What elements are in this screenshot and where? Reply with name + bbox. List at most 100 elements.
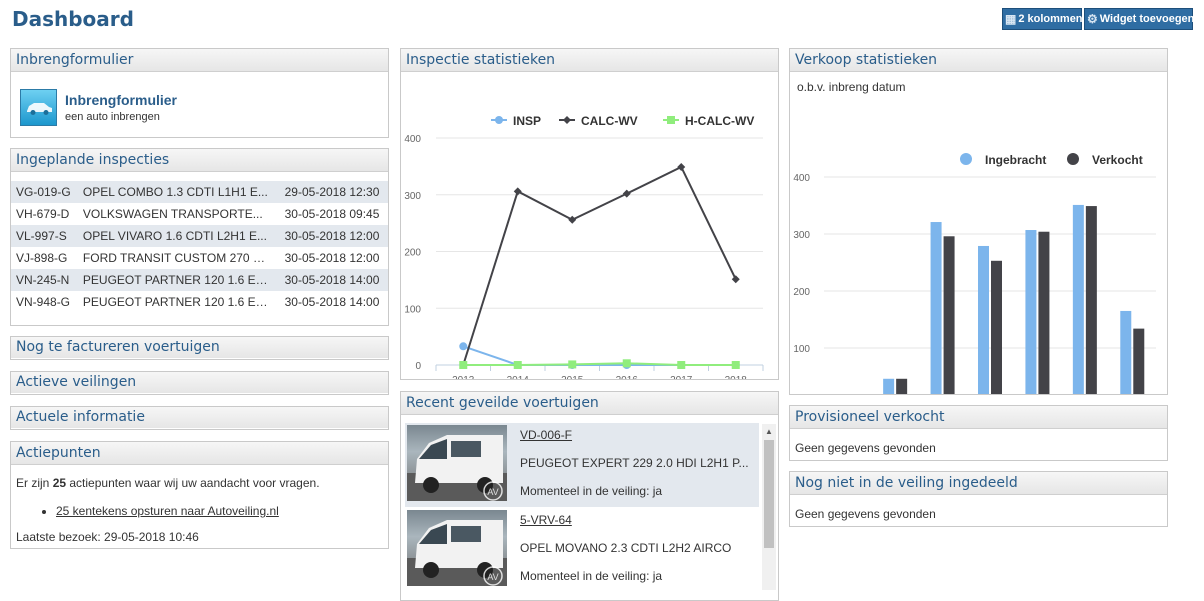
- bar[interactable]: [1133, 328, 1145, 394]
- inspection-plate: VN-245-N: [11, 269, 78, 291]
- data-point[interactable]: [459, 342, 468, 351]
- info-widget-title[interactable]: Actuele informatie: [11, 407, 388, 428]
- intake-link-subtitle: een auto inbrengen: [65, 111, 160, 123]
- scroll-thumb[interactable]: [764, 440, 774, 548]
- bar[interactable]: [1038, 231, 1050, 394]
- table-row[interactable]: VJ-898-G FORD TRANSIT CUSTOM 270 2... 30-0…: [11, 247, 388, 269]
- vehicle-status: Momenteel in de veiling: ja: [520, 569, 663, 583]
- inspection-date: 30-05-2018 12:00: [279, 225, 388, 247]
- y-tick-label: 400: [793, 173, 810, 184]
- auctions-widget[interactable]: Actieve veilingen: [10, 371, 389, 395]
- data-point[interactable]: [731, 275, 740, 284]
- sales-stats-subtitle: o.b.v. inbreng datum: [797, 80, 906, 94]
- inspection-plate: VG-019-G: [11, 181, 78, 203]
- provisional-empty: Geen gegevens gevonden: [795, 441, 936, 455]
- planned-inspections-title: Ingeplande inspecties: [11, 149, 388, 172]
- y-tick-label: 300: [404, 191, 421, 202]
- inspection-plate: VJ-898-G: [16, 251, 68, 265]
- columns-icon: ▦: [1005, 12, 1017, 26]
- provisional-title: Provisioneel verkocht: [790, 406, 1167, 429]
- vehicle-status: Momenteel in de veiling: ja: [520, 484, 663, 498]
- actions-summary: Er zijn 25 actiepunten waar wij uw aanda…: [11, 465, 388, 490]
- intake-widget-title: Inbrengformulier: [11, 49, 388, 72]
- inspection-model-text: OPEL VIVARO 1.6 CDTI L2H1 E...: [82, 229, 267, 243]
- vehicle-photo[interactable]: AV: [407, 510, 507, 586]
- bar[interactable]: [943, 236, 955, 394]
- y-tick-label: 200: [793, 287, 810, 298]
- legend-marker: [960, 153, 972, 165]
- actions-list: 25 kentekens opsturen naar Autoveiling.n…: [11, 504, 388, 518]
- legend-label[interactable]: INSP: [513, 114, 541, 128]
- data-point[interactable]: [568, 215, 577, 224]
- vehicle-plate-link[interactable]: 5-VRV-64: [520, 513, 572, 527]
- scrollbar[interactable]: ▲: [762, 424, 776, 590]
- add-widget-label: Widget toevoegen: [1099, 13, 1195, 25]
- info-widget[interactable]: Actuele informatie: [10, 406, 389, 430]
- bar[interactable]: [1072, 204, 1084, 394]
- not-in-auction-title: Nog niet in de veiling ingedeeld: [790, 472, 1167, 495]
- y-tick-label: 300: [793, 230, 810, 241]
- inspection-stats-widget: Inspectie statistieken 0 100 200 300 400 2013…: [400, 48, 779, 380]
- data-point[interactable]: [513, 187, 522, 196]
- two-columns-label: 2 kolommen: [1018, 13, 1083, 25]
- inspection-model-text: PEUGEOT PARTNER 120 1.6 E-...: [82, 295, 268, 309]
- x-tick-label: 2015: [561, 375, 584, 379]
- x-tick-label: 2016: [616, 375, 639, 379]
- bar[interactable]: [1085, 206, 1097, 394]
- list-item[interactable]: AV 5-VRV-64 OPEL MOVANO 2.3 CDTI L2H2 AIRC…: [405, 508, 759, 592]
- invoice-widget[interactable]: Nog te factureren voertuigen: [10, 336, 389, 360]
- bar[interactable]: [896, 378, 908, 394]
- scroll-up-icon[interactable]: ▲: [765, 426, 773, 436]
- data-point[interactable]: [731, 361, 740, 369]
- inspection-stats-title: Inspectie statistieken: [401, 49, 778, 72]
- legend-marker: [495, 116, 503, 124]
- bar[interactable]: [978, 245, 989, 394]
- table-row[interactable]: VN-245-N PEUGEOT PARTNER 120 1.6 E-... 30-…: [11, 269, 388, 291]
- data-point[interactable]: [677, 361, 686, 369]
- legend-label[interactable]: Verkocht: [1092, 153, 1143, 167]
- bar[interactable]: [1120, 310, 1132, 394]
- legend-marker: [667, 116, 675, 124]
- inspection-model-text: PEUGEOT PARTNER 120 1.6 E-...: [82, 273, 268, 287]
- data-point[interactable]: [568, 360, 577, 369]
- data-point[interactable]: [513, 361, 522, 369]
- y-tick-label: 100: [793, 344, 810, 355]
- two-columns-button[interactable]: ▦ 2 kolommen: [1002, 8, 1083, 30]
- vehicle-plate-link[interactable]: VD-006-F: [520, 428, 573, 442]
- inspection-model: OPEL COMBO 1.3 CDTI L1H1 E...: [77, 181, 280, 203]
- data-point[interactable]: [622, 189, 631, 198]
- intake-link-title: Inbrengformulier: [65, 92, 178, 108]
- vehicle-photo[interactable]: AV: [407, 425, 507, 501]
- table-row[interactable]: VN-948-G PEUGEOT PARTNER 120 1.6 E-... 30-…: [11, 291, 388, 313]
- sales-bar-chart: 0100200300400201220132014201520162017201…: [793, 153, 1156, 394]
- planned-inspections-table: VG-019-G OPEL COMBO 1.3 CDTI L1H1 E... 29-…: [11, 181, 388, 313]
- invoice-widget-title[interactable]: Nog te factureren voertuigen: [11, 337, 388, 358]
- legend-label[interactable]: CALC-WV: [581, 114, 638, 128]
- svg-text:AV: AV: [487, 572, 498, 582]
- data-point[interactable]: [459, 361, 468, 369]
- legend-label[interactable]: Ingebracht: [985, 153, 1046, 167]
- vehicle-name: OPEL MOVANO 2.3 CDTI L2H2 AIRCO: [520, 541, 732, 555]
- inspection-date: 30-05-2018 12:00: [284, 251, 380, 265]
- sales-stats-widget: Verkoop statistieken o.b.v. inbreng datu…: [789, 48, 1168, 395]
- table-row[interactable]: VH-679-D VOLKSWAGEN TRANSPORTE... 30-05-20…: [11, 203, 388, 225]
- bar[interactable]: [930, 222, 942, 394]
- inspection-plate: VN-948-G: [16, 295, 71, 309]
- data-point[interactable]: [677, 162, 686, 171]
- bar[interactable]: [991, 260, 1002, 394]
- bar[interactable]: [883, 378, 895, 394]
- legend-label[interactable]: H-CALC-WV: [685, 114, 754, 128]
- page-title: Dashboard: [12, 7, 134, 31]
- table-row[interactable]: VG-019-G OPEL COMBO 1.3 CDTI L1H1 E... 29-…: [11, 181, 388, 203]
- auctions-widget-title[interactable]: Actieve veilingen: [11, 372, 388, 393]
- intake-form-link[interactable]: Inbrengformulier een auto inbrengen: [20, 89, 388, 126]
- actions-link[interactable]: 25 kentekens opsturen naar Autoveiling.n…: [56, 504, 279, 518]
- list-item[interactable]: AV VD-006-F PEUGEOT EXPERT 229 2.0 HDI L2H…: [405, 423, 759, 507]
- bar[interactable]: [1025, 230, 1037, 394]
- table-row[interactable]: VL-997-S OPEL VIVARO 1.6 CDTI L2H1 E... 30…: [11, 225, 388, 247]
- add-widget-button[interactable]: ⚙ Widget toevoegen: [1084, 8, 1195, 30]
- inspection-model: VOLKSWAGEN TRANSPORTE...: [78, 203, 280, 225]
- inspection-model: FORD TRANSIT CUSTOM 270 2...: [78, 247, 280, 269]
- intake-widget: Inbrengformulier Inbrengformulier een au…: [10, 48, 389, 138]
- data-point[interactable]: [622, 359, 631, 368]
